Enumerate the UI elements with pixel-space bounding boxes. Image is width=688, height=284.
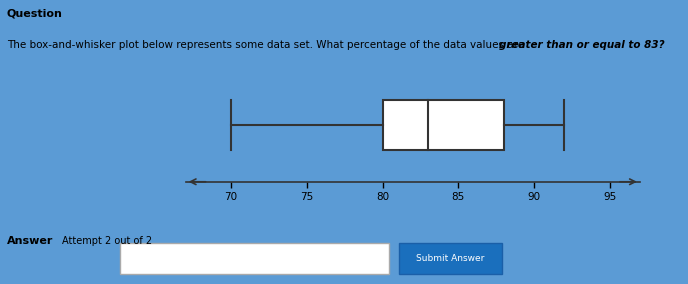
Text: Submit Answer: Submit Answer [416, 254, 485, 263]
Text: Question: Question [7, 9, 63, 18]
FancyBboxPatch shape [399, 243, 502, 274]
Text: greater than or equal to 83?: greater than or equal to 83? [499, 40, 665, 50]
Text: Attempt 2 out of 2: Attempt 2 out of 2 [62, 236, 152, 246]
Text: The box-and-whisker plot below represents some data set. What percentage of the : The box-and-whisker plot below represent… [7, 40, 527, 50]
Bar [383, 100, 504, 150]
FancyBboxPatch shape [120, 243, 389, 274]
Text: Answer: Answer [7, 236, 53, 246]
